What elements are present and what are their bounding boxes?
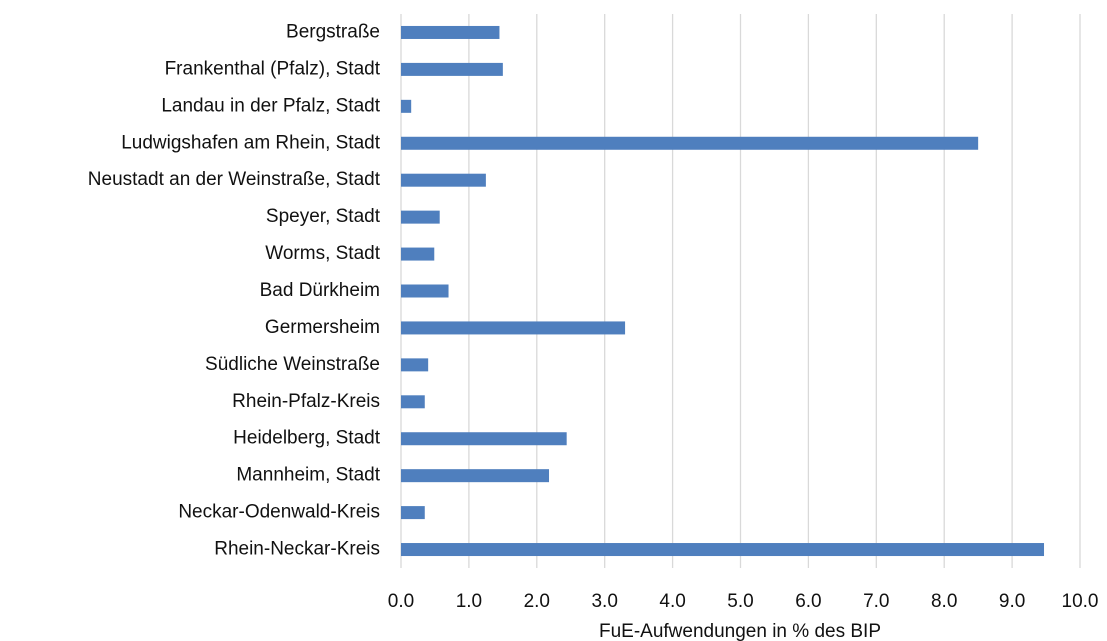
- x-tick-label: 9.0: [999, 591, 1025, 612]
- x-tick-label: 6.0: [795, 591, 821, 612]
- y-tick-label: Frankenthal (Pfalz), Stadt: [165, 58, 381, 79]
- bar: [401, 284, 449, 298]
- y-tick-label: Heidelberg, Stadt: [233, 428, 381, 449]
- y-tick-label: Germersheim: [265, 317, 380, 338]
- y-tick-label: Landau in der Pfalz, Stadt: [161, 95, 380, 116]
- bar: [401, 395, 425, 409]
- x-tick-label: 5.0: [727, 591, 753, 612]
- x-tick-label: 3.0: [591, 591, 617, 612]
- y-tick-label: Ludwigshafen am Rhein, Stadt: [121, 132, 380, 153]
- y-tick-label: Worms, Stadt: [265, 243, 380, 264]
- bar: [401, 506, 425, 520]
- bar: [401, 210, 440, 224]
- x-tick-label: 7.0: [863, 591, 889, 612]
- y-tick-label: Südliche Weinstraße: [205, 354, 380, 375]
- bar: [401, 432, 567, 446]
- bar: [401, 62, 503, 76]
- y-tick-label: Bad Dürkheim: [260, 280, 380, 301]
- y-tick-label: Rhein-Neckar-Kreis: [214, 539, 380, 560]
- bar: [401, 173, 486, 187]
- bar: [401, 543, 1045, 557]
- x-tick-label: 4.0: [659, 591, 685, 612]
- y-tick-label: Neustadt an der Weinstraße, Stadt: [88, 169, 381, 190]
- x-axis-title: FuE-Aufwendungen in % des BIP: [599, 621, 881, 641]
- y-tick-label: Bergstraße: [286, 21, 380, 42]
- x-tick-label: 0.0: [388, 591, 414, 612]
- bar: [401, 136, 979, 150]
- bar: [401, 99, 412, 113]
- y-tick-label: Neckar-Odenwald-Kreis: [178, 502, 380, 523]
- bar: [401, 247, 435, 261]
- y-tick-label: Rhein-Pfalz-Kreis: [232, 391, 380, 412]
- x-tick-label: 1.0: [456, 591, 482, 612]
- x-tick-label: 8.0: [931, 591, 957, 612]
- x-tick-label: 2.0: [524, 591, 550, 612]
- bar: [401, 358, 429, 372]
- x-tick-label: 10.0: [1062, 591, 1099, 612]
- bar: [401, 25, 500, 39]
- y-tick-label: Speyer, Stadt: [266, 206, 381, 227]
- bar: [401, 469, 550, 483]
- y-tick-label: Mannheim, Stadt: [236, 465, 380, 486]
- bar: [401, 321, 626, 335]
